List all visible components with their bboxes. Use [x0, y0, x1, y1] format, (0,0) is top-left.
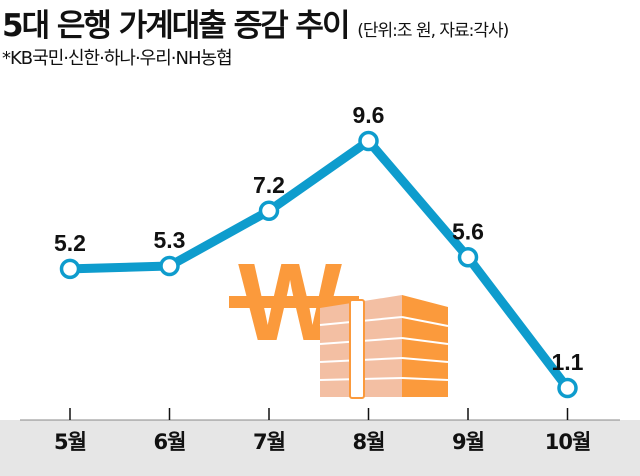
data-point: [457, 247, 479, 268]
data-point: [59, 258, 81, 280]
data-point: [159, 255, 180, 277]
data-label: 9.6: [353, 102, 385, 128]
chart-subtitle: *KB국민·신한·하나·우리·NH농협: [2, 48, 233, 69]
data-point: [258, 200, 280, 222]
chart-title: 5대 은행 가계대출 증감 추이 (단위:조 원, 자료:각사): [2, 0, 509, 45]
x-tick-label: 9월: [452, 430, 484, 454]
data-label: 5.6: [452, 218, 484, 244]
title-text: 5대 은행 가계대출 증감 추이: [2, 8, 350, 44]
x-tick-label: 6월: [154, 430, 186, 454]
unit-note: (단위:조 원, 자료:각사): [357, 21, 509, 41]
data-label: 7.2: [253, 172, 285, 198]
data-point: [358, 130, 379, 152]
x-tick-label: 8월: [353, 430, 385, 454]
x-tick-label: 5월: [54, 430, 86, 454]
won-bank-illustration: W: [229, 241, 449, 399]
data-label: 1.1: [552, 349, 584, 375]
data-label: 5.3: [154, 227, 186, 253]
x-axis-band: [0, 420, 640, 476]
x-tick-label: 10월: [545, 430, 591, 454]
x-tick-label: 7월: [253, 430, 285, 454]
data-point: [557, 377, 578, 399]
series-line: [69, 136, 572, 391]
data-label: 5.2: [54, 230, 86, 256]
